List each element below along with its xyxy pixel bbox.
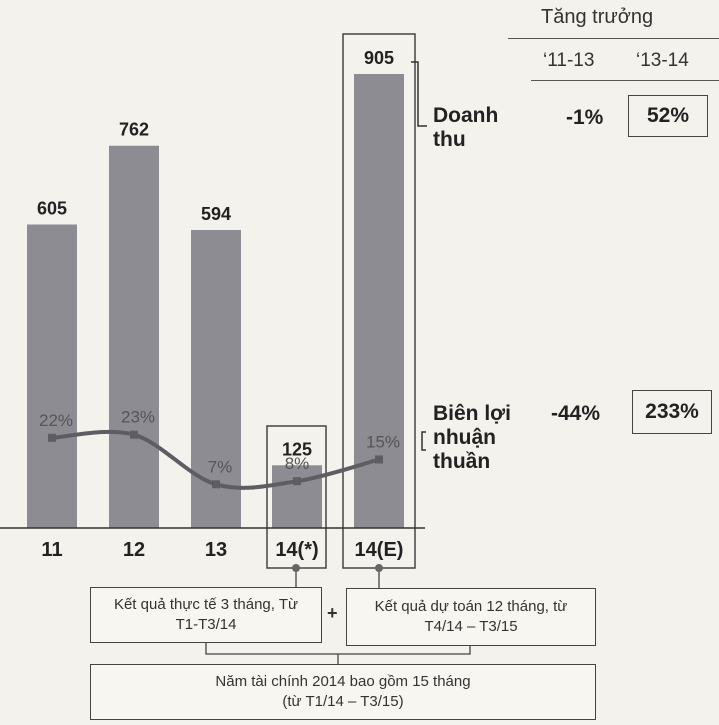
growth-header-rule	[508, 38, 719, 39]
bar-value-label-0: 605	[37, 198, 67, 218]
margin-label-0: 22%	[39, 411, 73, 430]
bar-value-label-3: 125	[282, 439, 312, 459]
margin-point-4	[375, 455, 383, 464]
margin-point-1	[130, 430, 138, 439]
margin-point-3	[293, 477, 301, 486]
note-forecast: Kết quả dự toán 12 tháng, từ T4/14 – T3/…	[346, 588, 596, 646]
period-rule	[531, 80, 719, 81]
margin-label-1: 23%	[121, 408, 155, 427]
bar-4	[354, 74, 404, 528]
revenue-growth-11-13: -1%	[566, 106, 604, 129]
bar-0	[27, 224, 77, 528]
connector-dot-actual	[292, 564, 300, 572]
margin-label-2: 7%	[208, 457, 233, 476]
note-fiscal-year: Năm tài chính 2014 bao gồm 15 tháng (từ …	[90, 664, 596, 720]
margin-label-3: 8%	[285, 454, 310, 473]
revenue-bracket	[411, 61, 427, 127]
connector-dot-forecast	[375, 564, 383, 572]
bar-3	[272, 465, 322, 528]
margin-label-4: 15%	[366, 433, 400, 452]
bar-1	[109, 145, 159, 529]
category-label-3: 14(*)	[275, 539, 318, 561]
margin-point-0	[48, 433, 56, 442]
margin-bracket	[421, 431, 426, 451]
bar-value-label-2: 594	[201, 204, 231, 224]
revenue-label: Doanh thu	[433, 104, 499, 152]
bar-value-label-1: 762	[119, 120, 149, 140]
category-label-1: 12	[123, 539, 145, 561]
plus-sign: +	[327, 603, 338, 623]
margin-growth-13-14: 233%	[632, 390, 712, 434]
note-actual: Kết quả thực tế 3 tháng, Từ T1-T3/14	[90, 587, 322, 643]
margin-label: Biên lợi nhuận thuần	[433, 402, 511, 474]
period-11-13: ‘11-13	[543, 50, 595, 71]
period-13-14: ‘13-14	[636, 50, 689, 71]
category-label-0: 11	[41, 539, 62, 561]
category-label-2: 13	[205, 539, 227, 561]
growth-header: Tăng trưởng	[541, 6, 654, 28]
note-fiscal-line1: Năm tài chính 2014 bao gồm 15 tháng	[215, 672, 471, 690]
note-fiscal-line2: (từ T1/14 – T3/15)	[282, 693, 404, 710]
margin-growth-11-13: -44%	[551, 402, 601, 425]
category-label-4: 14(E)	[355, 539, 404, 561]
margin-point-2	[212, 480, 220, 489]
revenue-growth-13-14: 52%	[628, 95, 708, 137]
bar-value-label-4: 905	[364, 48, 394, 68]
